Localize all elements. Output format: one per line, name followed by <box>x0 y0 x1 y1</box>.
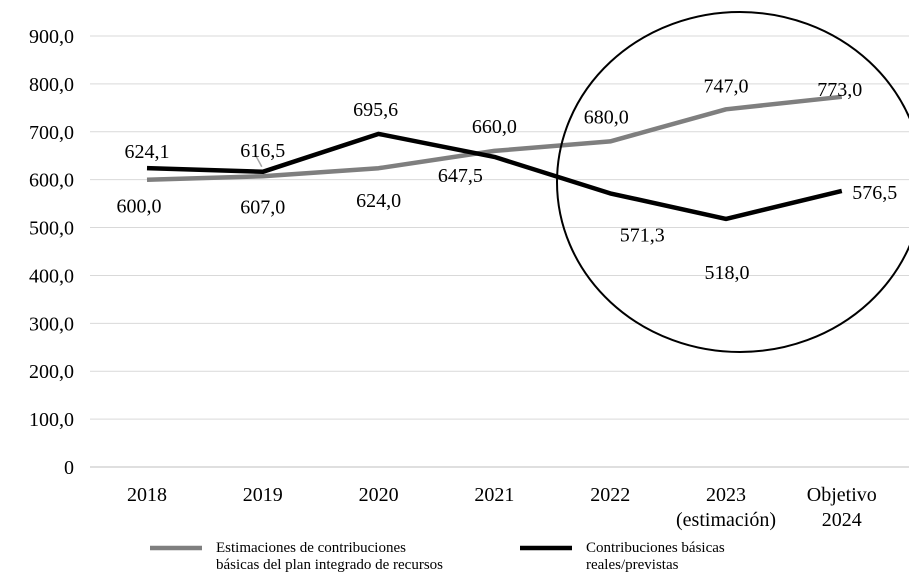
y-tick-label: 600,0 <box>29 170 74 192</box>
x-tick-label: (estimación) <box>676 509 776 531</box>
data-label: 680,0 <box>584 106 629 128</box>
y-tick-label: 900,0 <box>29 26 74 48</box>
data-label: 576,5 <box>852 182 897 204</box>
annotations <box>556 11 909 353</box>
x-tick-label: 2018 <box>127 484 167 506</box>
data-label: 695,6 <box>353 99 398 121</box>
series-line <box>146 131 843 222</box>
leader-lines <box>255 155 263 168</box>
series-lines <box>146 94 843 222</box>
x-tick-label: 2019 <box>243 484 283 506</box>
y-tick-label: 400,0 <box>29 265 74 287</box>
legend-label: reales/previstas <box>586 557 679 573</box>
x-tick-label: 2024 <box>822 509 862 531</box>
x-tick-label: 2021 <box>474 484 514 506</box>
data-label: 647,5 <box>438 165 483 187</box>
leader-line <box>255 155 263 168</box>
data-label: 660,0 <box>472 116 517 138</box>
highlight-ellipse <box>556 11 909 353</box>
x-tick-label: 2023 <box>706 484 746 506</box>
y-tick-label: 300,0 <box>29 313 74 335</box>
y-tick-label: 100,0 <box>29 409 74 431</box>
y-tick-label: 700,0 <box>29 122 74 144</box>
data-label: 518,0 <box>705 262 750 284</box>
x-tick-label: 2020 <box>359 484 399 506</box>
series-line <box>146 94 843 182</box>
data-label: 773,0 <box>817 79 862 101</box>
y-tick-label: 500,0 <box>29 218 74 240</box>
data-label: 607,0 <box>240 196 285 218</box>
data-labels: 600,0 607,0 624,0 660,0 680,0 747,0 773,0 624,1… <box>117 75 898 284</box>
data-label: 571,3 <box>620 224 665 246</box>
legend-label: Contribuciones básicas <box>586 540 725 556</box>
y-axis-ticks: 0 100,0 200,0 300,0 400,0 500,0 600,0 700,0 800,… <box>29 26 74 479</box>
x-axis-ticks: 2018 2019 2020 2021 2022 2023 (estimación) Obje… <box>127 484 877 531</box>
data-label: 600,0 <box>117 196 162 218</box>
y-tick-label: 200,0 <box>29 361 74 383</box>
legend-label: básicas del plan integrado de recursos <box>216 557 443 573</box>
legend-label: Estimaciones de contribuciones <box>216 540 406 556</box>
data-label: 616,5 <box>240 140 285 162</box>
data-label: 624,0 <box>356 190 401 212</box>
gridlines <box>90 35 909 468</box>
data-label: 747,0 <box>704 75 749 97</box>
data-label: 624,1 <box>125 141 170 163</box>
x-tick-label: Objetivo <box>807 484 877 506</box>
y-tick-label: 0 <box>64 457 74 479</box>
y-tick-label: 800,0 <box>29 74 74 96</box>
x-tick-label: 2022 <box>590 484 630 506</box>
